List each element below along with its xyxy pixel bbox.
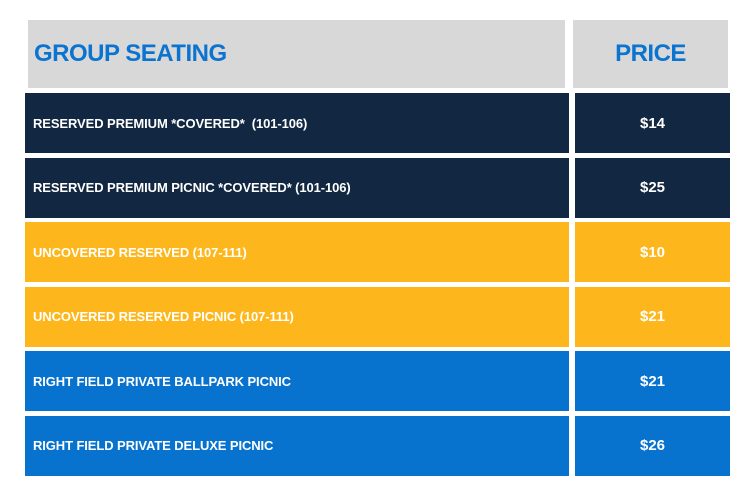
seating-option-label: RIGHT FIELD PRIVATE BALLPARK PICNIC bbox=[33, 373, 291, 389]
table-row: RESERVED PREMIUM *COVERED* (101-106) $14 bbox=[25, 93, 730, 153]
seating-option-label: RESERVED PREMIUM *COVERED* (101-106) bbox=[33, 115, 308, 131]
price-cell: $25 bbox=[575, 157, 730, 218]
seating-option-cell: RESERVED PREMIUM PICNIC *COVERED* (101-1… bbox=[25, 157, 569, 218]
table-row: RIGHT FIELD PRIVATE BALLPARK PICNIC $21 bbox=[25, 351, 730, 411]
seating-option-cell: RIGHT FIELD PRIVATE DELUXE PICNIC bbox=[25, 415, 569, 476]
seating-option-cell: UNCOVERED RESERVED PICNIC (107-111) bbox=[25, 286, 569, 347]
price-cell: $26 bbox=[575, 415, 730, 476]
price-value: $10 bbox=[639, 243, 666, 261]
seating-option-label: RIGHT FIELD PRIVATE DELUXE PICNIC bbox=[33, 438, 274, 453]
table-row: UNCOVERED RESERVED PICNIC (107-111) $21 bbox=[25, 286, 730, 347]
price-cell: $21 bbox=[575, 351, 730, 411]
header-cell-group-seating: GROUP SEATING bbox=[28, 20, 565, 88]
seating-option-cell: UNCOVERED RESERVED (107-111) bbox=[25, 222, 569, 282]
price-header-label: PRICE bbox=[615, 40, 686, 67]
price-value: $26 bbox=[639, 437, 666, 454]
price-cell: $14 bbox=[575, 93, 730, 153]
table-header-row: GROUP SEATING PRICE bbox=[28, 20, 728, 88]
seating-option-label: RESERVED PREMIUM PICNIC *COVERED* (101-1… bbox=[33, 180, 351, 195]
seating-option-label: UNCOVERED RESERVED (107-111) bbox=[33, 244, 247, 260]
seating-option-cell: RIGHT FIELD PRIVATE BALLPARK PICNIC bbox=[25, 351, 569, 411]
price-value: $25 bbox=[639, 179, 666, 196]
price-cell: $21 bbox=[575, 286, 730, 347]
price-value: $14 bbox=[639, 114, 666, 132]
price-value: $21 bbox=[639, 372, 666, 390]
seating-option-label: UNCOVERED RESERVED PICNIC (107-111) bbox=[33, 309, 294, 324]
price-value: $21 bbox=[639, 308, 666, 325]
table-row: RIGHT FIELD PRIVATE DELUXE PICNIC $26 bbox=[25, 415, 730, 476]
seating-option-cell: RESERVED PREMIUM *COVERED* (101-106) bbox=[25, 93, 569, 153]
header-cell-price: PRICE bbox=[573, 20, 728, 88]
price-cell: $10 bbox=[575, 222, 730, 282]
table-row: UNCOVERED RESERVED (107-111) $10 bbox=[25, 222, 730, 282]
group-seating-header-label: GROUP SEATING bbox=[34, 40, 227, 67]
table-row: RESERVED PREMIUM PICNIC *COVERED* (101-1… bbox=[25, 157, 730, 218]
group-seating-price-table: GROUP SEATING PRICE RESERVED PREMIUM *CO… bbox=[25, 20, 730, 476]
